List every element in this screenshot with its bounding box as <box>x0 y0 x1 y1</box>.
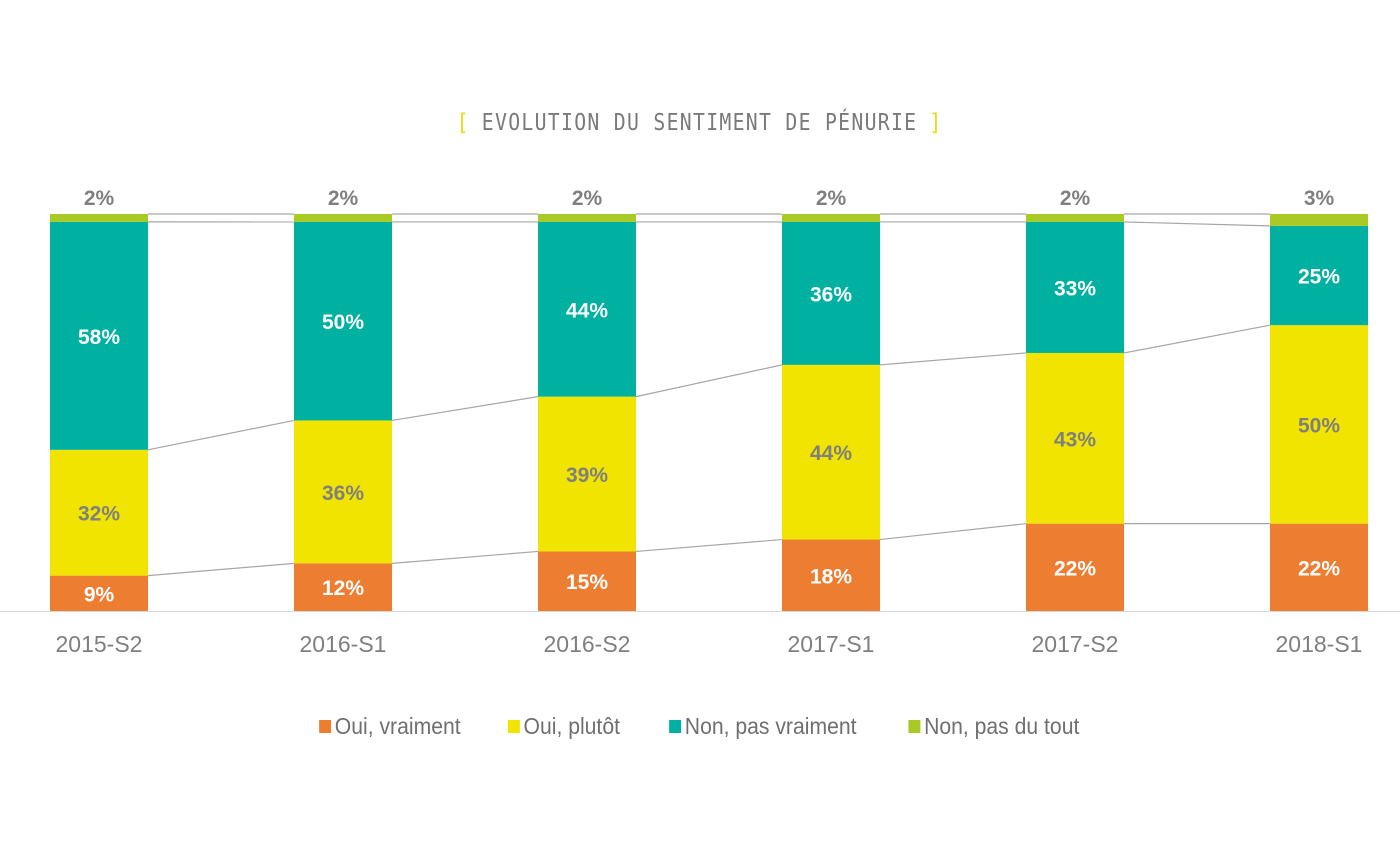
bar-segment-oui-plut-t <box>50 449 148 576</box>
bar-segment-oui-plut-t <box>1026 352 1124 524</box>
legend-swatch-icon <box>508 720 521 733</box>
data-label: 33% <box>1054 277 1096 300</box>
legend: Oui, vraiment Oui, plutôt Non, pas vraimen… <box>0 712 1400 740</box>
bar-segment-non-pas-du-tout <box>538 214 636 222</box>
series-line <box>879 352 1027 366</box>
bar-segment-non-pas-du-tout <box>1026 214 1124 222</box>
legend-item-oui-plut-t: Oui, plutôt <box>508 713 620 740</box>
title-bracket-left: [ <box>456 110 471 136</box>
data-label: 18% <box>810 565 852 588</box>
bar-segment-non-pas-vraiment <box>1026 221 1124 353</box>
legend-item-non-pas-du-tout: Non, pas du tout <box>908 713 1079 740</box>
bar-segment-oui-vraiment <box>294 563 392 611</box>
series-line <box>879 523 1027 541</box>
title-bracket-right: ] <box>929 110 944 136</box>
x-axis-tick-labels: 2015-S2 2016-S1 2016-S2 2017-S1 2017-S2 2018-… <box>56 631 1363 657</box>
legend-swatch-icon <box>669 720 682 733</box>
bar-segment-non-pas-du-tout <box>294 214 392 222</box>
data-labels: 9% 32% 58% 2% 12% 36% 50% 2% 15% 39% 44% 2% 18% 44% 36… <box>78 187 1340 606</box>
bar-segment-oui-vraiment <box>1270 523 1368 611</box>
legend-label: Non, pas du tout <box>923 713 1080 739</box>
chart-title-container: [ EVOLUTION DU SENTIMENT DE PÉNURIE] <box>0 110 1400 136</box>
legend-item-non-pas-vraiment: Non, pas vraiment <box>669 713 857 740</box>
bar-segment-non-pas-du-tout <box>50 214 148 222</box>
bar-segment-oui-plut-t <box>782 364 880 540</box>
chart-title: [ EVOLUTION DU SENTIMENT DE PÉNURIE] <box>445 110 955 136</box>
legend-label: Oui, plutôt <box>523 713 621 739</box>
data-label: 22% <box>1298 557 1340 580</box>
data-label: 44% <box>566 299 608 322</box>
legend-label: Oui, vraiment <box>335 713 462 739</box>
series-line <box>391 550 539 564</box>
bar-segment-non-pas-vraiment <box>538 221 636 397</box>
data-label: 2% <box>84 187 115 210</box>
data-label: 15% <box>566 571 608 594</box>
series-line <box>147 562 295 577</box>
stacked-bar-chart: 9% 32% 58% 2% 12% 36% 50% 2% 15% 39% 44% 2% 18% 44% 36… <box>0 187 1400 657</box>
data-label: 2% <box>816 187 847 210</box>
data-label: 2% <box>328 187 359 210</box>
x-tick-label: 2016-S1 <box>300 631 387 657</box>
bar-segment-oui-plut-t <box>1270 325 1368 524</box>
x-tick-label: 2017-S1 <box>788 631 875 657</box>
data-label: 3% <box>1304 187 1335 210</box>
bar-segment-oui-vraiment <box>1026 523 1124 611</box>
data-label: 39% <box>566 464 608 487</box>
bars <box>50 214 1368 611</box>
data-label: 2% <box>572 187 603 210</box>
bar-segment-non-pas-vraiment <box>294 221 392 421</box>
data-label: 22% <box>1054 557 1096 580</box>
data-label: 43% <box>1054 428 1096 451</box>
data-label: 25% <box>1298 266 1340 289</box>
data-label: 50% <box>1298 414 1340 437</box>
data-label: 12% <box>322 577 364 600</box>
data-label: 36% <box>810 283 852 306</box>
legend-swatch-icon <box>319 720 332 733</box>
data-label: 50% <box>322 311 364 334</box>
bar-segment-oui-plut-t <box>294 420 392 564</box>
bar-segment-non-pas-vraiment <box>50 221 148 450</box>
x-tick-label: 2018-S1 <box>1276 631 1363 657</box>
chart-title-text: EVOLUTION DU SENTIMENT DE PÉNURIE <box>482 110 918 136</box>
bar-segment-non-pas-vraiment <box>782 221 880 365</box>
bar-segment-non-pas-du-tout <box>782 214 880 222</box>
legend-swatch-icon <box>908 720 921 733</box>
series-line <box>635 364 783 398</box>
series-line <box>147 419 295 451</box>
data-label: 58% <box>78 326 120 349</box>
series-line <box>635 538 783 553</box>
x-tick-label: 2017-S2 <box>1032 631 1119 657</box>
x-tick-label: 2015-S2 <box>56 631 143 657</box>
series-line <box>391 396 539 422</box>
series-line <box>1123 324 1271 354</box>
data-label: 9% <box>84 583 115 606</box>
bar-segment-non-pas-du-tout <box>1270 214 1368 226</box>
bar-segment-oui-vraiment <box>538 551 636 611</box>
data-label: 44% <box>810 442 852 465</box>
series-line <box>1123 221 1271 227</box>
data-label: 2% <box>1060 187 1091 210</box>
bar-segment-oui-vraiment <box>50 575 148 611</box>
series-connector-lines <box>147 213 1271 577</box>
x-tick-label: 2016-S2 <box>544 631 631 657</box>
legend-label: Non, pas vraiment <box>684 713 857 739</box>
legend-item-oui-vraiment: Oui, vraiment <box>319 713 462 740</box>
bar-segment-oui-vraiment <box>782 539 880 611</box>
bar-segment-oui-plut-t <box>538 396 636 552</box>
data-label: 36% <box>322 482 364 505</box>
bar-segment-non-pas-vraiment <box>1270 225 1368 326</box>
data-label: 32% <box>78 503 120 526</box>
